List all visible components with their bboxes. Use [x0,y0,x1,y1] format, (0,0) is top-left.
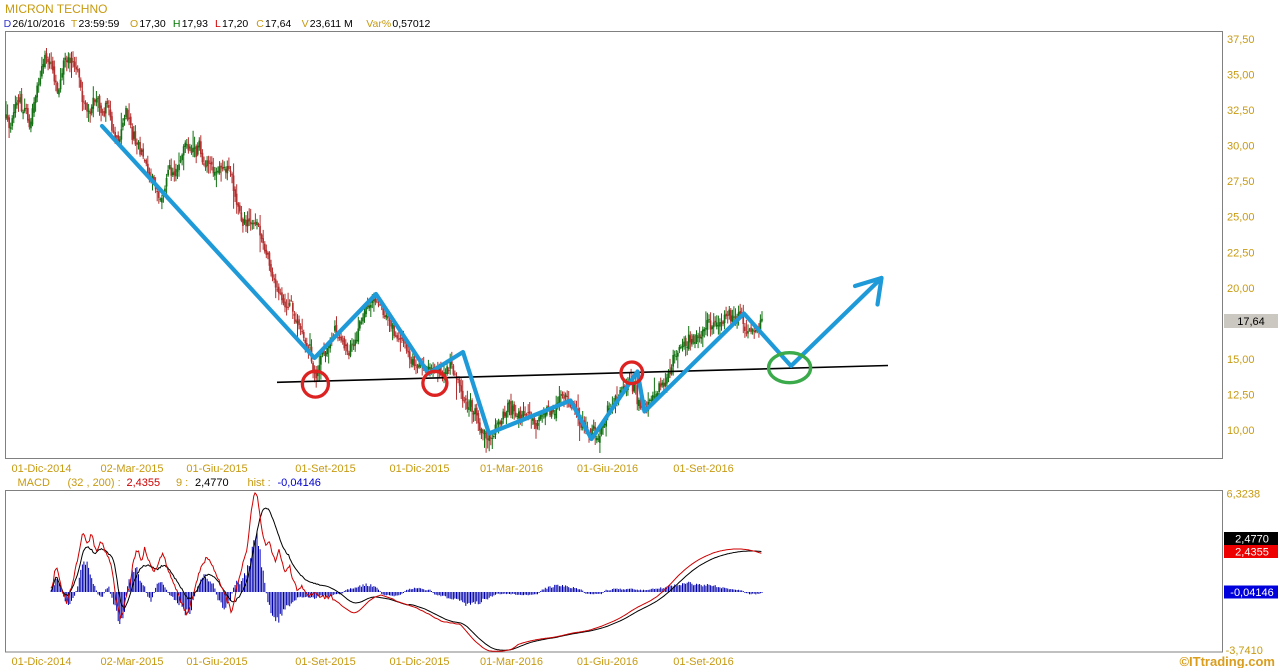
svg-text:23:59:59: 23:59:59 [79,18,120,30]
svg-text:-0,04146: -0,04146 [1230,587,1273,599]
svg-text:01-Mar-2016: 01-Mar-2016 [480,656,543,668]
svg-text:C: C [256,18,264,30]
svg-text:01-Giu-2015: 01-Giu-2015 [186,656,247,668]
svg-text:9 :: 9 : [176,477,188,489]
svg-text:©ITtrading.com: ©ITtrading.com [1179,654,1275,668]
svg-text:20,00: 20,00 [1227,283,1255,295]
svg-text:hist :: hist : [248,477,271,489]
svg-text:35,00: 35,00 [1227,69,1255,81]
svg-text:V: V [302,18,309,30]
svg-text:17,93: 17,93 [182,18,208,30]
svg-text:02-Mar-2015: 02-Mar-2015 [101,463,164,475]
svg-text:2,4355: 2,4355 [1235,547,1269,559]
svg-text:15,00: 15,00 [1227,354,1255,366]
svg-text:23,611 M: 23,611 M [310,18,353,30]
svg-text:01-Dic-2014: 01-Dic-2014 [12,463,72,475]
svg-text:30,00: 30,00 [1227,141,1255,153]
svg-text:01-Dic-2015: 01-Dic-2015 [390,656,450,668]
svg-text:17,64: 17,64 [1237,316,1265,328]
svg-text:6,3238: 6,3238 [1227,489,1261,501]
svg-text:25,00: 25,00 [1227,212,1255,224]
svg-text:(32 , 200) :: (32 , 200) : [68,477,121,489]
svg-text:17,64: 17,64 [265,18,291,30]
svg-text:37,50: 37,50 [1227,34,1255,46]
svg-text:L: L [215,18,221,30]
svg-text:01-Dic-2014: 01-Dic-2014 [12,656,72,668]
svg-text:01-Mar-2016: 01-Mar-2016 [480,463,543,475]
svg-text:01-Set-2016: 01-Set-2016 [673,656,734,668]
svg-text:01-Set-2015: 01-Set-2015 [295,656,356,668]
svg-text:32,50: 32,50 [1227,105,1255,117]
svg-text:D: D [4,18,12,30]
svg-text:12,50: 12,50 [1227,390,1255,402]
svg-text:2,4770: 2,4770 [195,477,229,489]
svg-text:H: H [173,18,181,30]
svg-text:-3,7410: -3,7410 [1226,645,1263,657]
svg-text:2,4355: 2,4355 [127,477,161,489]
svg-text:17,20: 17,20 [222,18,248,30]
svg-text:0,57012: 0,57012 [392,18,430,30]
svg-text:02-Mar-2015: 02-Mar-2015 [101,656,164,668]
svg-text:01-Dic-2015: 01-Dic-2015 [390,463,450,475]
svg-text:17,30: 17,30 [139,18,165,30]
svg-text:O: O [130,18,138,30]
svg-text:MICRON TECHNO: MICRON TECHNO [5,2,107,16]
svg-text:Var%: Var% [366,18,391,30]
svg-text:22,50: 22,50 [1227,247,1255,259]
svg-text:T: T [71,18,78,30]
svg-text:01-Set-2015: 01-Set-2015 [295,463,356,475]
svg-text:MACD: MACD [18,477,50,489]
svg-text:01-Giu-2016: 01-Giu-2016 [577,463,638,475]
svg-text:26/10/2016: 26/10/2016 [12,18,65,30]
svg-text:10,00: 10,00 [1227,425,1255,437]
svg-text:01-Set-2016: 01-Set-2016 [673,463,734,475]
svg-text:27,50: 27,50 [1227,176,1255,188]
svg-text:01-Giu-2015: 01-Giu-2015 [186,463,247,475]
svg-text:-0,04146: -0,04146 [278,477,321,489]
svg-text:2,4770: 2,4770 [1235,534,1269,546]
svg-text:01-Giu-2016: 01-Giu-2016 [577,656,638,668]
